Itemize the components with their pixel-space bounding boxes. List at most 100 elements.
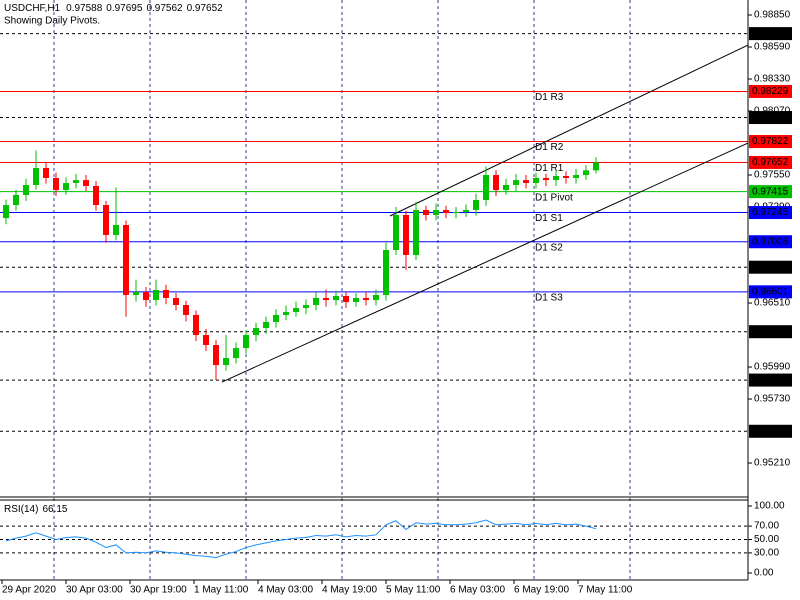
header-low: 0.97562 (146, 3, 183, 14)
h-line-box (749, 373, 792, 387)
x-tick-label: 5 May 11:00 (386, 585, 441, 596)
candle-body (203, 335, 209, 345)
candle-body (33, 168, 39, 185)
rsi-tick-label: 70.00 (754, 521, 779, 532)
candle-body (323, 297, 329, 301)
candle-body (553, 176, 559, 181)
trend-line (221, 142, 749, 383)
candle-body (353, 297, 359, 303)
candle-body (93, 185, 99, 206)
chart-header: USDCHF,H1 0.97588 0.97695 0.97562 0.97652 (4, 3, 223, 14)
candle-body (313, 297, 319, 305)
candle-body (183, 304, 189, 315)
h-line-label: 0.95468 (752, 426, 789, 437)
pivot-box (749, 84, 792, 98)
rsi-current: 66.15 (42, 504, 67, 515)
candle-body (343, 296, 349, 303)
candle-body (103, 205, 109, 235)
pivot-label: 0.97822 (752, 136, 789, 147)
x-tick-label: 4 May 03:00 (258, 585, 313, 596)
candle-body (543, 177, 549, 181)
candle-body (563, 176, 569, 178)
pivot-name: D1 R2 (535, 142, 564, 153)
candle-body (333, 296, 339, 301)
h-line-box (749, 325, 792, 339)
candle-body (113, 224, 119, 235)
header-open: 0.97588 (66, 3, 103, 14)
h-line-box (749, 260, 792, 274)
candle-body (493, 175, 499, 191)
trend-line (389, 44, 749, 217)
candle-body (573, 175, 579, 178)
pivot-name: D1 S1 (535, 213, 563, 224)
candle-body (423, 209, 429, 216)
candle-body (453, 211, 459, 214)
candle-body (393, 215, 399, 250)
candle-body (383, 249, 389, 296)
candle-body (473, 200, 479, 210)
rsi-tick-label: 100.00 (754, 501, 785, 512)
x-tick-label: 1 May 11:00 (194, 585, 249, 596)
candle-body (363, 297, 369, 301)
pivot-label: 0.98229 (752, 86, 789, 97)
pivot-name: D1 R3 (535, 92, 564, 103)
pivot-name: D1 R1 (535, 163, 564, 174)
candle-body (513, 180, 519, 185)
candle-body (63, 183, 69, 191)
candle-body (273, 314, 279, 322)
candle-body (223, 358, 229, 366)
candle-body (213, 344, 219, 366)
candle-body (133, 292, 139, 296)
candle-body (143, 292, 149, 301)
candle-body (433, 209, 439, 216)
rsi-tick-label: 30.00 (754, 548, 779, 559)
rsi-title: RSI(14) 66.15 (4, 504, 68, 515)
candle-body (243, 335, 249, 349)
y-tick-label: 0.98590 (754, 42, 791, 53)
pivot-label: 0.97652 (752, 157, 789, 168)
h-line-label: 0.95884 (752, 375, 789, 386)
rsi-line (5, 519, 597, 559)
candle-body (23, 184, 29, 195)
pivot-box (749, 206, 792, 220)
candle-body (153, 289, 159, 301)
pivot-name: D1 S3 (535, 292, 563, 303)
candle-body (193, 314, 199, 336)
symbol: USDCHF,H1 (4, 3, 61, 14)
candle-body (483, 175, 489, 201)
candle-body (443, 209, 449, 214)
h-line-label: 0.98017 (752, 112, 789, 123)
header-high: 0.97695 (106, 3, 143, 14)
candle-body (233, 348, 239, 359)
pivot-label: 0.97415 (752, 186, 789, 197)
candle-body (303, 304, 309, 309)
pivot-box (749, 135, 792, 149)
candle-body (13, 194, 19, 206)
x-tick-label: 7 May 11:00 (578, 585, 633, 596)
candle-body (253, 328, 259, 336)
candle-body (583, 170, 589, 176)
x-tick-label: 6 May 03:00 (450, 585, 505, 596)
h-line-label: 0.96801 (752, 262, 789, 273)
candle-body (163, 289, 169, 298)
candle-body (403, 215, 409, 256)
candle-body (43, 168, 49, 178)
y-tick-label: 0.97550 (754, 170, 791, 181)
rsi-tick-label: 0.00 (754, 568, 774, 579)
header-close: 0.97652 (187, 3, 224, 14)
candle-body (173, 297, 179, 305)
candle-body (263, 321, 269, 329)
y-tick-label: 0.95730 (754, 394, 791, 405)
h-line-box (749, 111, 792, 125)
x-tick-label: 6 May 19:00 (514, 585, 569, 596)
pivot-name: D1 Pivot (535, 192, 573, 203)
pivot-name: D1 S2 (535, 242, 563, 253)
candle-body (3, 205, 9, 219)
x-tick-label: 30 Apr 03:00 (66, 585, 123, 596)
x-tick-label: 30 Apr 19:00 (130, 585, 187, 596)
x-tick-label: 4 May 19:00 (322, 585, 377, 596)
candle-body (533, 177, 539, 184)
